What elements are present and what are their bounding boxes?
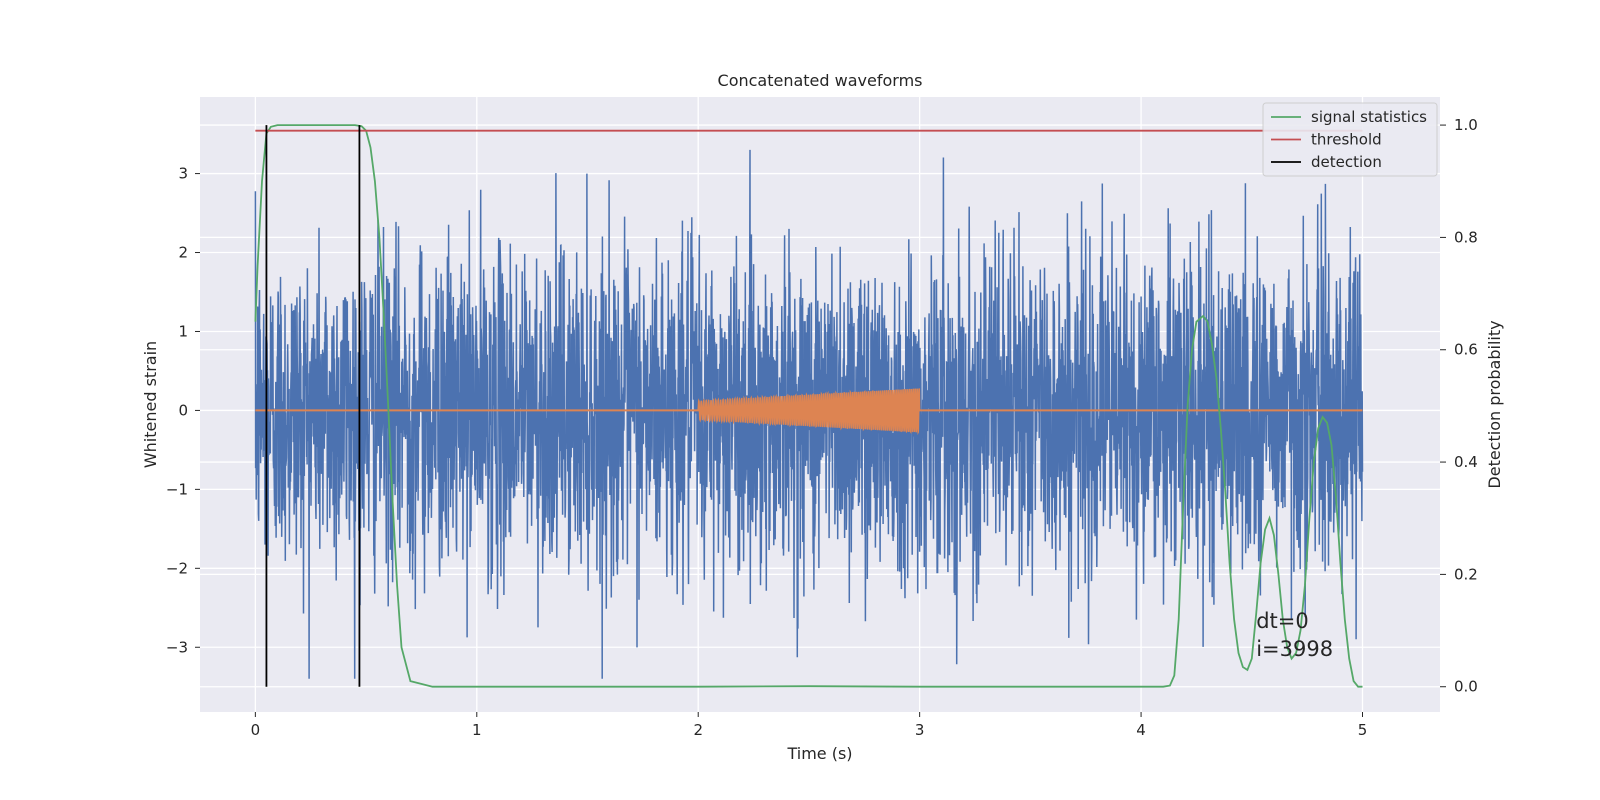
x-tick-label: 3 <box>915 721 925 739</box>
legend-label: detection <box>1311 153 1382 171</box>
y-tick-label: 3 <box>178 165 188 183</box>
annotation-text: dt=0 <box>1256 609 1309 633</box>
annotation-text: i=3998 <box>1256 637 1333 661</box>
noise-line <box>254 149 1364 679</box>
y2-tick-label: 0.6 <box>1454 341 1478 359</box>
y-tick-label: −3 <box>166 638 188 656</box>
y-tick-label: −1 <box>166 480 188 498</box>
x-axis-label: Time (s) <box>786 744 852 763</box>
legend: signal statistics threshold detection <box>1262 102 1438 177</box>
legend-label: threshold <box>1311 131 1382 149</box>
y2-tick-label: 1.0 <box>1454 116 1478 134</box>
y2-tick-label: 0.0 <box>1454 678 1478 696</box>
y2-tick-label: 0.4 <box>1454 453 1478 471</box>
x-tick-label: 4 <box>1136 721 1146 739</box>
noise-series <box>254 149 1364 679</box>
x-tick-label: 2 <box>693 721 703 739</box>
x-tick-label: 0 <box>251 721 261 739</box>
x-tick-label: 1 <box>472 721 482 739</box>
legend-label: signal statistics <box>1311 108 1427 126</box>
y-tick-label: 1 <box>178 322 188 340</box>
y-axis-label: Whitened strain <box>141 341 160 468</box>
injection-waveform-line <box>697 388 921 435</box>
y-tick-label: 0 <box>178 401 188 419</box>
y-tick-label: 2 <box>178 244 188 262</box>
y2-tick-label: 0.2 <box>1454 565 1478 583</box>
chart-title: Concatenated waveforms <box>718 71 923 90</box>
axis-ticks: 0 1 2 3 4 5 −3 −2 −1 0 1 2 3 0.0 0.2 0.4 0.6 0.8 1.0 <box>166 116 1478 739</box>
y-tick-label: −2 <box>166 559 188 577</box>
detection-lines <box>265 125 361 687</box>
y2-tick-label: 0.8 <box>1454 228 1478 246</box>
legend-box <box>1262 102 1438 177</box>
right-y-axis-label: Detection probability <box>1485 320 1504 488</box>
x-tick-label: 5 <box>1358 721 1368 739</box>
annotations: dt=0 i=3998 <box>1256 609 1333 661</box>
